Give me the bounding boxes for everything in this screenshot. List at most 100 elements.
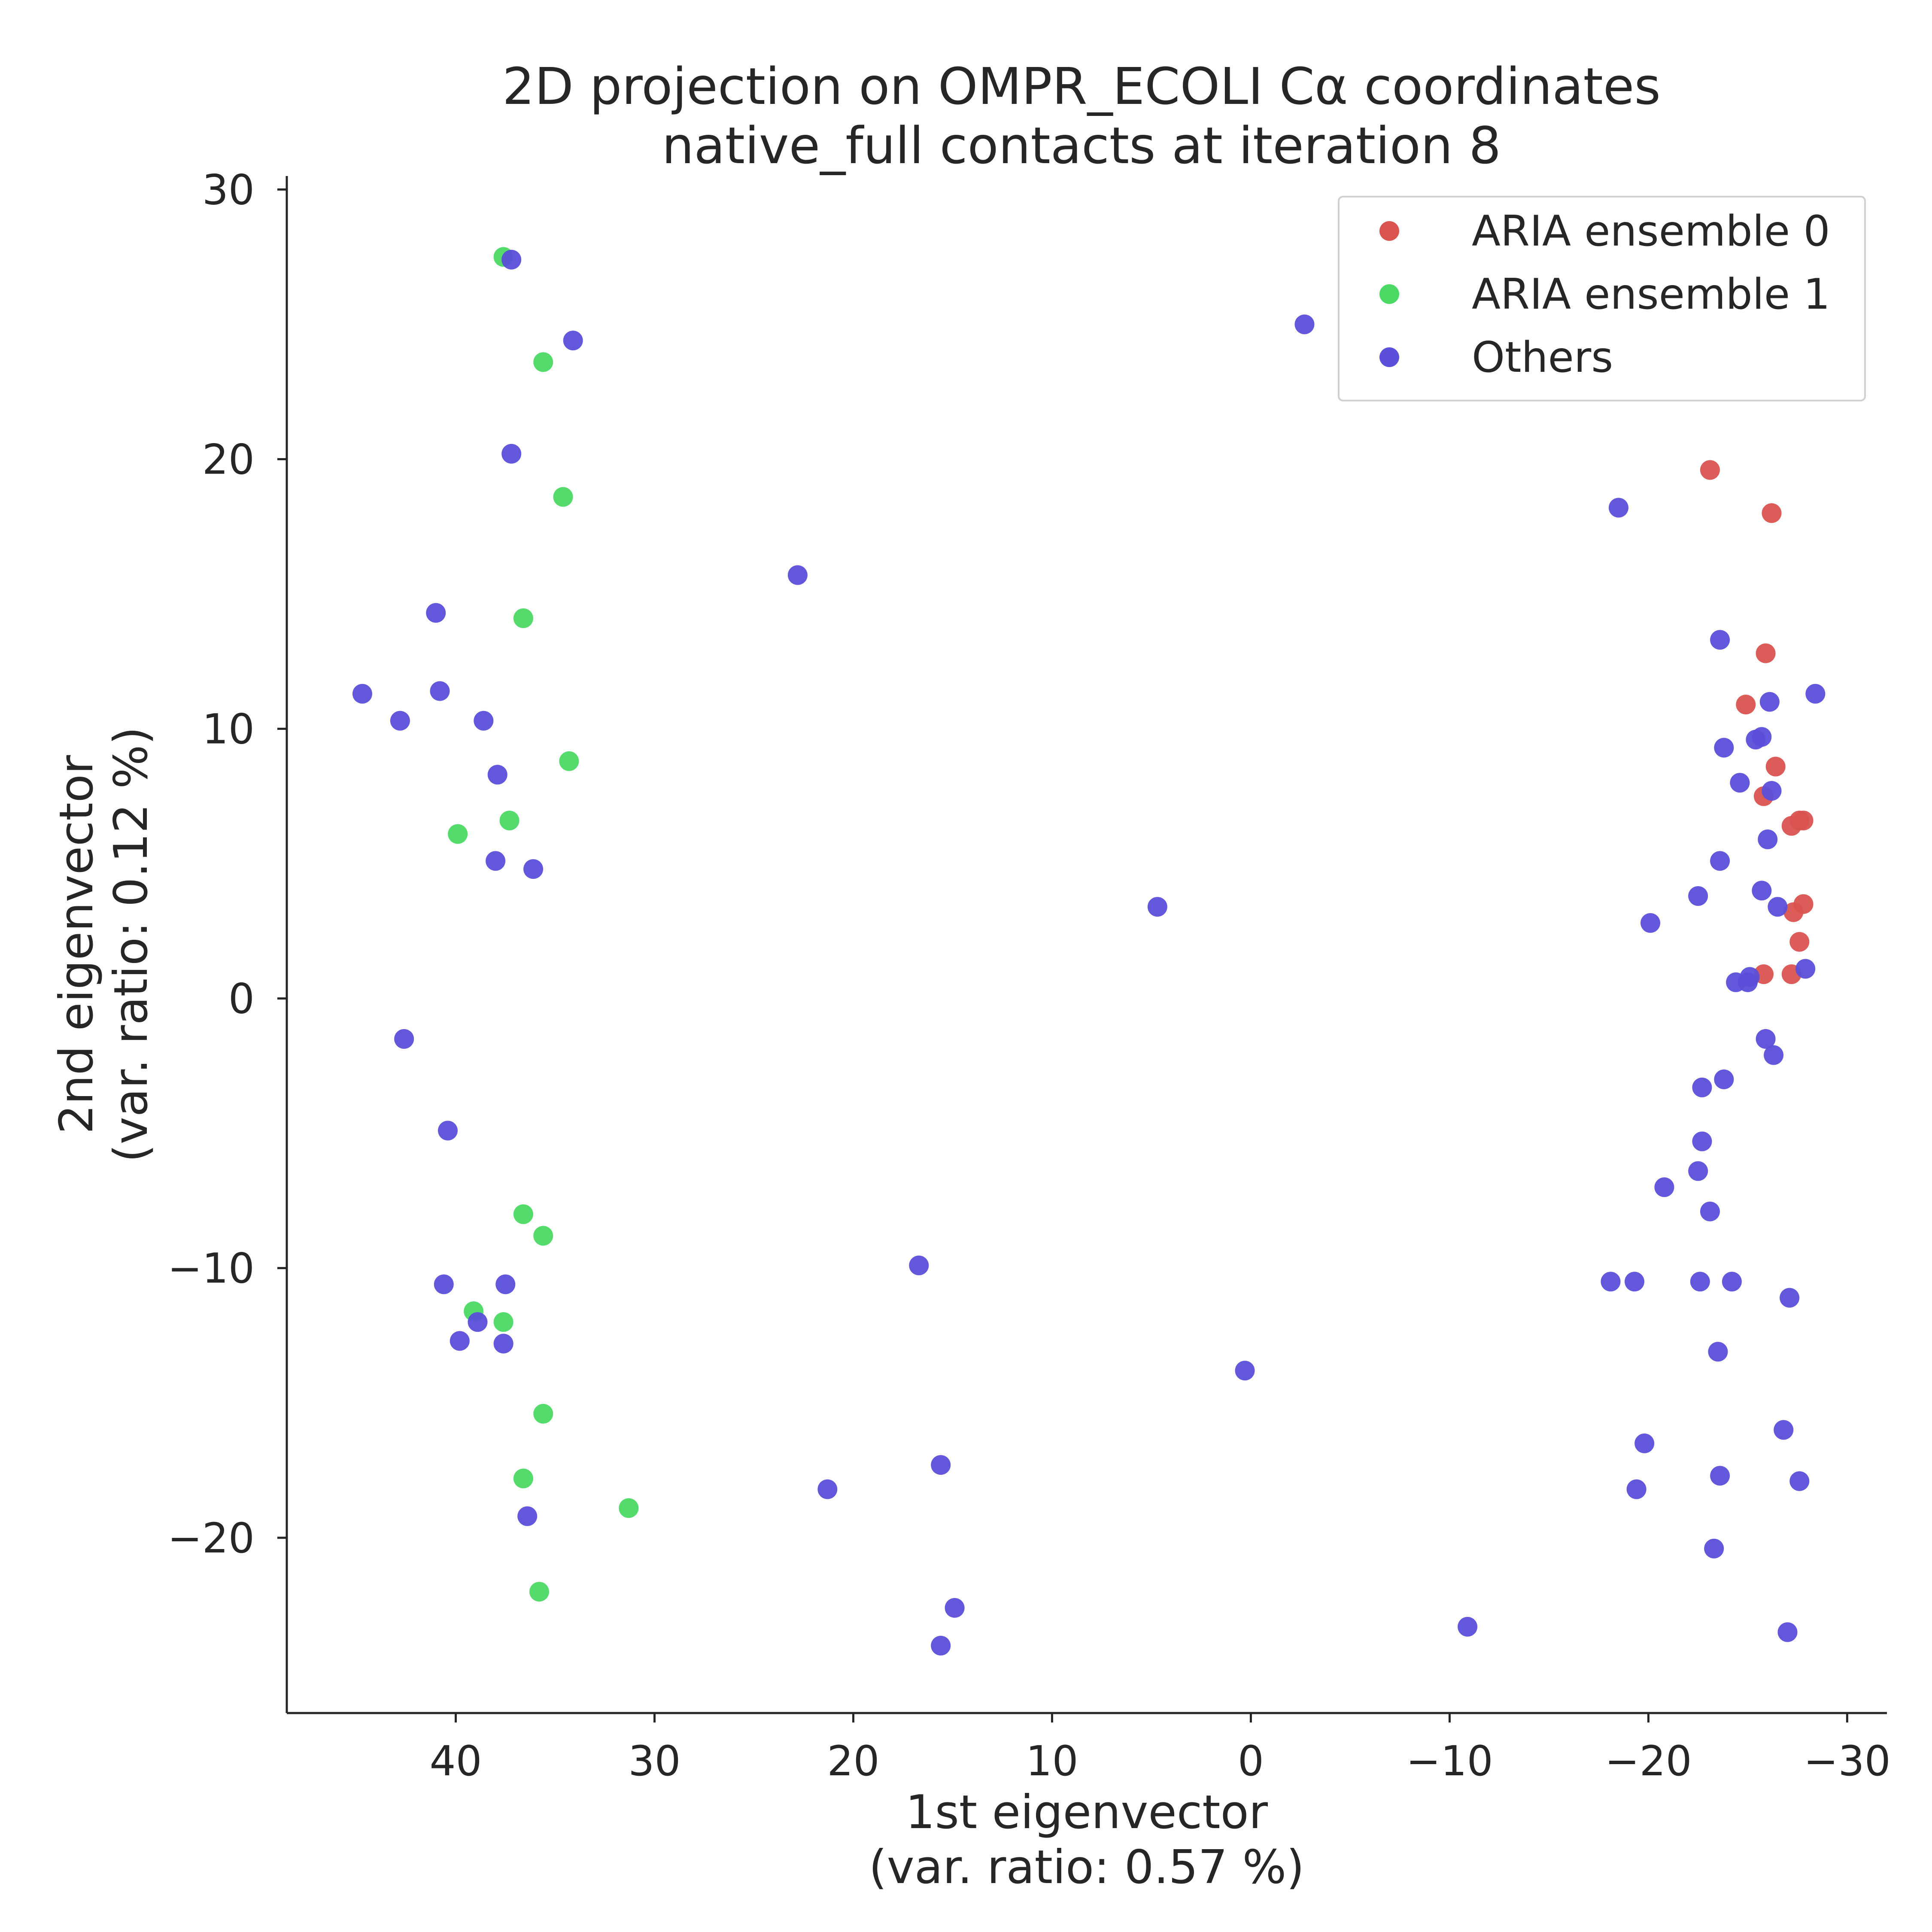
- point-others: [1608, 498, 1628, 518]
- point-others: [1710, 1466, 1730, 1486]
- point-others: [426, 603, 446, 623]
- point-others: [1690, 1272, 1710, 1292]
- point-others: [1688, 1161, 1708, 1181]
- point-aria-ensemble-1: [533, 1226, 553, 1246]
- point-others: [1634, 1433, 1655, 1453]
- y-axis-label: 2nd eigenvector (var. ratio: 0.12 %): [50, 727, 158, 1163]
- point-others: [909, 1255, 929, 1276]
- y-tick-label: −20: [167, 1514, 255, 1562]
- point-aria-ensemble-1: [513, 1204, 533, 1224]
- y-axis-label-line-2: (var. ratio: 0.12 %): [104, 727, 158, 1163]
- point-aria-ensemble-1: [448, 824, 468, 844]
- point-others: [434, 1274, 454, 1294]
- legend-marker-others: [1379, 347, 1399, 367]
- point-aria-ensemble-0: [1783, 902, 1804, 922]
- point-others: [1700, 1201, 1720, 1221]
- point-others: [390, 711, 410, 731]
- point-others: [394, 1029, 414, 1049]
- x-tick-label: 0: [1238, 1737, 1264, 1785]
- point-others: [1780, 1288, 1800, 1308]
- point-aria-ensemble-1: [533, 352, 553, 372]
- point-aria-ensemble-1: [493, 1312, 513, 1332]
- x-axis-label-line-2: (var. ratio: 0.57 %): [869, 1841, 1305, 1894]
- point-others: [1752, 727, 1772, 747]
- point-others: [1758, 829, 1778, 850]
- point-others: [1704, 1538, 1724, 1558]
- point-others: [1722, 1272, 1742, 1292]
- x-tick-label: 40: [429, 1737, 482, 1785]
- y-tick-label: 0: [228, 975, 255, 1023]
- point-others: [1752, 881, 1772, 901]
- x-tick-label: 20: [827, 1737, 879, 1785]
- point-others: [1692, 1077, 1712, 1097]
- data-points: [352, 247, 1826, 1656]
- chart-title-line-1: 2D projection on OMPR_ECOLI Cα coordinat…: [502, 57, 1661, 116]
- x-ticks: 40 30 20 10 0 −10 −20 −30: [429, 1713, 1891, 1785]
- point-aria-ensemble-1: [513, 608, 533, 629]
- point-others: [501, 444, 522, 464]
- chart-title-line-2: native_full contacts at iteration 8: [662, 116, 1501, 175]
- point-others: [1688, 886, 1708, 906]
- point-others: [1640, 913, 1661, 933]
- point-others: [1235, 1361, 1255, 1381]
- point-others: [1601, 1272, 1621, 1292]
- x-tick-label: −10: [1406, 1737, 1493, 1785]
- x-axis-label-line-1: 1st eigenvector: [905, 1786, 1268, 1839]
- point-others: [1714, 1069, 1734, 1090]
- point-others: [1458, 1617, 1478, 1637]
- point-others: [1710, 630, 1730, 650]
- point-aria-ensemble-0: [1736, 695, 1756, 715]
- x-tick-label: 10: [1026, 1737, 1078, 1785]
- point-aria-ensemble-1: [513, 1468, 533, 1488]
- point-others: [1764, 1045, 1784, 1065]
- x-tick-label: −30: [1804, 1737, 1891, 1785]
- point-others: [1740, 967, 1760, 987]
- point-others: [1795, 959, 1816, 979]
- x-tick-label: 30: [628, 1737, 680, 1785]
- point-others: [1294, 314, 1315, 334]
- point-others: [1805, 683, 1826, 704]
- plot-area: 40 30 20 10 0 −10 −20 −30 30 20 10 0 −10 −20: [167, 166, 1890, 1785]
- point-others: [352, 683, 372, 704]
- point-others: [438, 1121, 458, 1141]
- y-tick-label: −10: [167, 1245, 255, 1293]
- point-others: [1768, 897, 1788, 917]
- point-aria-ensemble-1: [533, 1403, 553, 1424]
- point-aria-ensemble-1: [499, 811, 519, 831]
- point-others: [523, 859, 544, 879]
- point-others: [931, 1635, 951, 1656]
- point-aria-ensemble-0: [1793, 811, 1814, 831]
- legend-label-aria-ensemble-0: ARIA ensemble 0: [1472, 207, 1830, 256]
- point-aria-ensemble-0: [1789, 932, 1810, 952]
- point-aria-ensemble-0: [1765, 756, 1786, 777]
- point-others: [1692, 1131, 1712, 1151]
- point-others: [493, 1334, 513, 1354]
- point-others: [1777, 1622, 1798, 1642]
- point-others: [563, 331, 583, 351]
- point-others: [1759, 692, 1780, 712]
- point-others: [468, 1312, 488, 1332]
- point-others: [945, 1598, 965, 1618]
- point-others: [517, 1506, 538, 1526]
- point-others: [787, 565, 808, 585]
- legend: ARIA ensemble 0 ARIA ensemble 1 Others: [1338, 196, 1866, 401]
- legend-marker-aria-ensemble-0: [1379, 221, 1399, 241]
- y-ticks: 30 20 10 0 −10 −20: [167, 166, 287, 1562]
- point-others: [474, 711, 494, 731]
- legend-frame: [1338, 196, 1866, 401]
- point-others: [430, 681, 450, 701]
- x-axis-label: 1st eigenvector (var. ratio: 0.57 %): [869, 1786, 1305, 1894]
- point-others: [1147, 897, 1167, 917]
- point-aria-ensemble-1: [619, 1498, 639, 1518]
- point-aria-ensemble-1: [553, 487, 573, 507]
- point-others: [450, 1331, 470, 1351]
- point-others: [486, 851, 506, 871]
- x-tick-label: −20: [1605, 1737, 1692, 1785]
- y-axis-label-line-1: 2nd eigenvector: [50, 755, 103, 1134]
- point-others: [487, 765, 507, 785]
- point-others: [1774, 1420, 1794, 1440]
- point-aria-ensemble-0: [1762, 503, 1782, 523]
- point-aria-ensemble-0: [1700, 460, 1720, 480]
- point-others: [1710, 851, 1730, 871]
- point-others: [1654, 1177, 1674, 1197]
